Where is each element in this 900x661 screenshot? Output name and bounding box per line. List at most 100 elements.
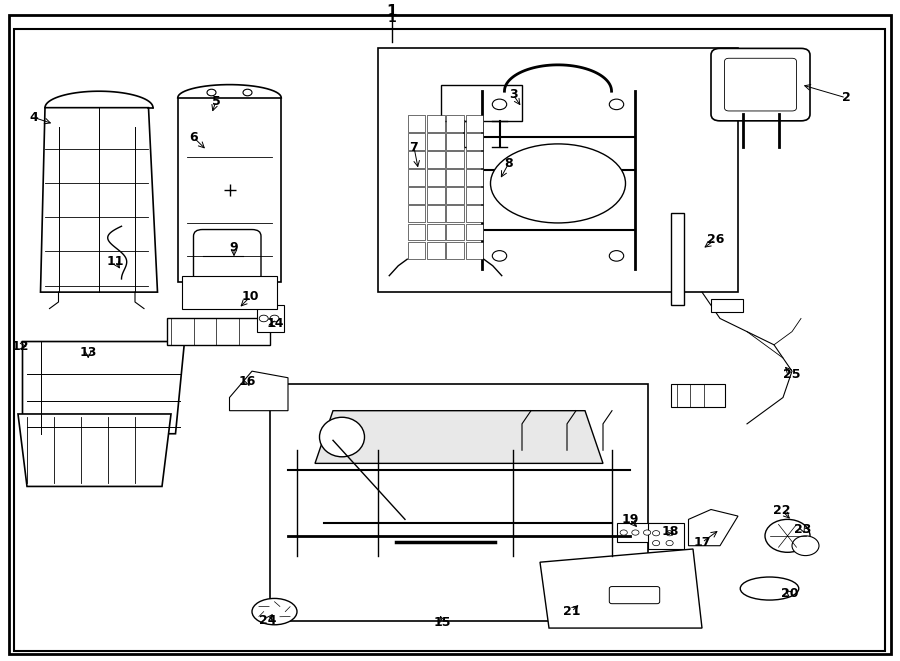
Bar [711, 299, 742, 312]
Circle shape [609, 99, 624, 110]
Bar [465, 223, 482, 241]
Ellipse shape [320, 417, 365, 457]
Text: 1: 1 [387, 13, 396, 25]
Polygon shape [688, 510, 738, 546]
Bar [428, 242, 445, 258]
Bar [446, 133, 464, 150]
Text: 7: 7 [410, 141, 418, 154]
Circle shape [652, 541, 660, 546]
Polygon shape [540, 549, 702, 628]
Text: 18: 18 [662, 525, 680, 538]
Bar [465, 206, 482, 222]
Text: 12: 12 [12, 340, 30, 352]
Bar [428, 115, 445, 132]
Circle shape [620, 530, 627, 535]
Bar [465, 187, 482, 204]
Bar [409, 206, 426, 222]
Text: 9: 9 [230, 241, 238, 254]
Circle shape [492, 99, 507, 110]
Bar [670, 384, 724, 407]
Ellipse shape [252, 598, 297, 625]
Text: 14: 14 [266, 317, 284, 330]
Bar [270, 384, 648, 621]
Bar [409, 187, 426, 204]
Text: 16: 16 [238, 375, 256, 387]
Bar [446, 206, 464, 222]
Text: 21: 21 [562, 605, 580, 618]
FancyBboxPatch shape [711, 48, 810, 121]
Circle shape [207, 89, 216, 96]
Polygon shape [22, 342, 184, 434]
Text: 2: 2 [842, 91, 850, 104]
Circle shape [492, 251, 507, 261]
Polygon shape [178, 98, 281, 282]
FancyBboxPatch shape [194, 229, 261, 282]
Text: 24: 24 [259, 613, 277, 627]
Text: 13: 13 [79, 346, 97, 359]
Circle shape [792, 536, 819, 556]
Bar [446, 187, 464, 204]
Bar [409, 151, 426, 168]
Text: 6: 6 [189, 131, 198, 144]
Circle shape [765, 520, 810, 553]
Ellipse shape [491, 144, 626, 223]
Bar [409, 115, 426, 132]
Polygon shape [40, 108, 158, 292]
Bar [428, 133, 445, 150]
Circle shape [259, 315, 268, 322]
Text: 17: 17 [693, 536, 711, 549]
Text: 25: 25 [783, 368, 801, 381]
Bar [428, 151, 445, 168]
Bar [465, 133, 482, 150]
Circle shape [243, 89, 252, 96]
Bar [409, 242, 426, 258]
Bar [182, 276, 277, 309]
Polygon shape [315, 410, 603, 463]
Bar [428, 169, 445, 186]
Bar [670, 213, 684, 305]
Text: 10: 10 [241, 290, 259, 303]
Bar [428, 187, 445, 204]
Bar [441, 85, 522, 121]
Text: 1: 1 [386, 4, 397, 19]
Text: 11: 11 [106, 254, 124, 268]
Bar [465, 115, 482, 132]
Circle shape [632, 530, 639, 535]
Text: 5: 5 [212, 95, 220, 108]
Ellipse shape [740, 577, 799, 600]
Bar [409, 169, 426, 186]
Bar [446, 169, 464, 186]
Text: 8: 8 [504, 157, 513, 170]
Circle shape [666, 531, 673, 536]
Text: 20: 20 [781, 588, 799, 600]
Text: 26: 26 [706, 233, 724, 246]
Text: 22: 22 [773, 504, 791, 518]
Bar [465, 242, 482, 258]
Text: 15: 15 [434, 616, 452, 629]
Circle shape [609, 251, 624, 261]
FancyBboxPatch shape [609, 586, 660, 603]
Circle shape [644, 530, 651, 535]
Bar [465, 151, 482, 168]
Text: 19: 19 [621, 513, 639, 526]
Bar [378, 48, 738, 292]
Circle shape [270, 315, 279, 322]
Polygon shape [18, 414, 171, 486]
Bar [446, 223, 464, 241]
Text: 3: 3 [508, 88, 518, 101]
Bar [465, 169, 482, 186]
Bar [648, 523, 684, 549]
Bar [446, 151, 464, 168]
Bar [446, 242, 464, 258]
Bar [256, 305, 284, 332]
Bar [166, 319, 270, 345]
Polygon shape [230, 371, 288, 410]
Bar [428, 223, 445, 241]
Bar [446, 115, 464, 132]
Bar [409, 223, 426, 241]
Bar [616, 523, 662, 543]
Bar [428, 206, 445, 222]
Circle shape [666, 541, 673, 546]
Bar [409, 133, 426, 150]
Text: 4: 4 [30, 111, 39, 124]
